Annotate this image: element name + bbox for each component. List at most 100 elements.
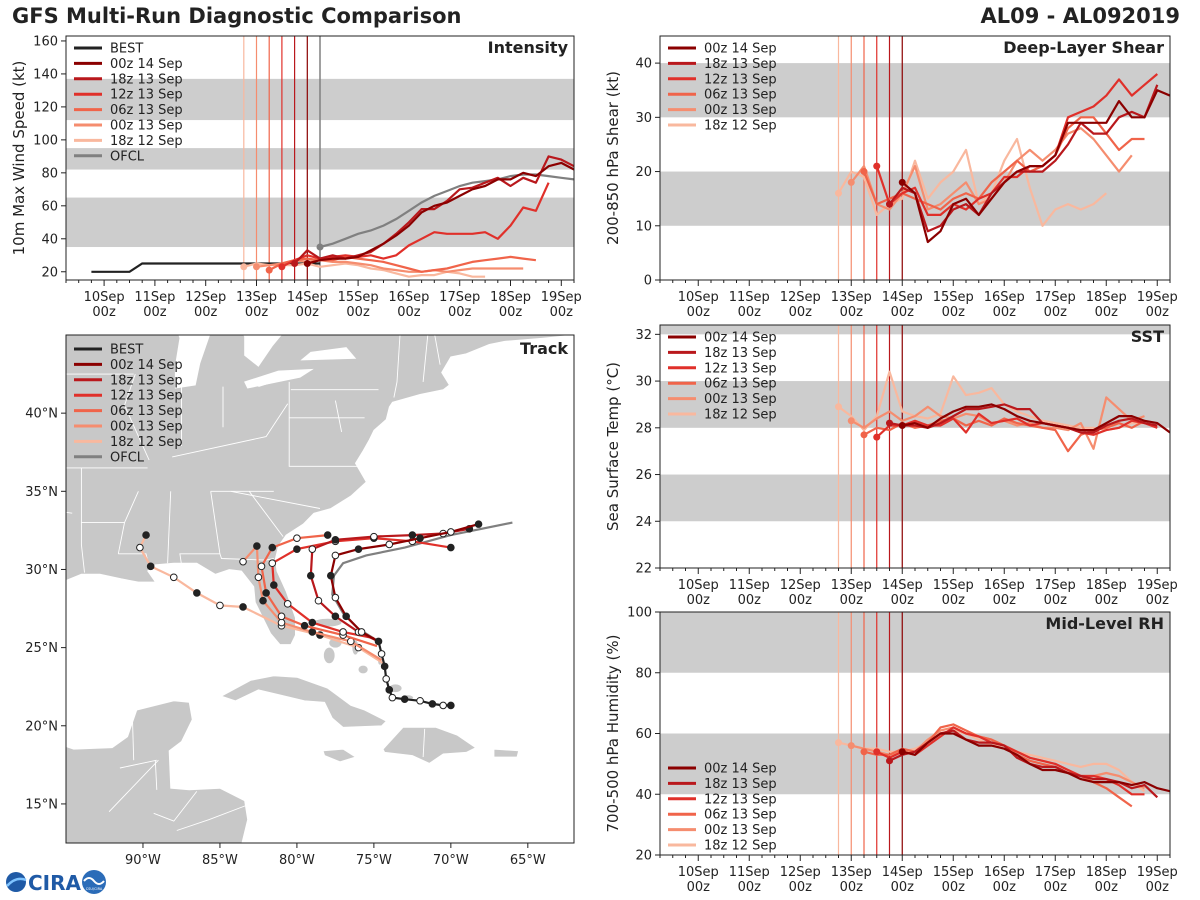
shear-x-tick-label: 12Sep 00z <box>780 290 821 320</box>
sst-x-tick-label: 11Sep 00z <box>729 578 770 608</box>
sst-x-tick-label-line: 00z <box>1146 593 1170 608</box>
rh-legend-label: 12z 13 Sep <box>704 792 777 807</box>
rh-y-axis-label: 700-500 hPa Humidity (%) <box>604 634 622 832</box>
sst-y-tick-label: 30 <box>635 375 652 390</box>
track-point <box>314 596 323 605</box>
shear-legend-label: 18z 13 Sep <box>704 57 777 72</box>
shear-series-start-point <box>898 178 906 186</box>
intensity-legend-label: 00z 14 Sep <box>110 57 183 72</box>
shear-x-tick-label-line: 00z <box>1044 305 1068 320</box>
sst-x-tick-label-line: 12Sep <box>780 578 821 593</box>
track-point <box>268 559 277 568</box>
shear-y-tick-label: 40 <box>635 57 652 72</box>
intensity-y-axis-label: 10m Max Wind Speed (kt) <box>10 61 28 256</box>
rh-y-tick-label: 60 <box>635 727 652 742</box>
sst-x-tick-label-line: 00z <box>738 593 762 608</box>
rh-panel-title: Mid-Level RH <box>1045 614 1164 633</box>
state-border-line <box>434 335 441 365</box>
sst-series-start-point <box>886 419 893 427</box>
shear-x-tick-label-line: 10Sep <box>678 290 719 305</box>
track-series-line <box>242 543 383 662</box>
shear-series-line <box>837 137 1108 227</box>
rh-x-tick-label-line: 00z <box>789 880 813 895</box>
shear-x-tick-label: 17Sep 00z <box>1035 290 1076 320</box>
track-best-point <box>377 650 386 658</box>
sst-series-line <box>889 403 1158 434</box>
shear-x-tick-label: 15Sep 00z <box>933 290 974 320</box>
logo-globe-icon <box>6 872 26 892</box>
rh-series-start-point <box>873 748 881 756</box>
track-point <box>136 543 144 552</box>
shear-x-tick-label-line: 13Sep <box>831 290 872 305</box>
intensity-y-tick-label: 160 <box>33 34 58 49</box>
track-point <box>216 601 224 610</box>
rh-x-tick-label: 17Sep 00z <box>1035 865 1076 895</box>
intensity-x-tick-label: 12Sep 00z <box>185 290 226 320</box>
intensity-x-tick-label: 13Sep 00z <box>236 290 277 320</box>
track-legend-label: OFCL <box>110 450 145 465</box>
track-point <box>146 562 155 571</box>
intensity-x-tick-label: 14Sep 00z <box>287 290 328 320</box>
logo-wave-icon <box>83 877 105 885</box>
sst-shade-band <box>660 474 1170 522</box>
shear-shade-band <box>660 63 1170 118</box>
intensity-x-tick-label-line: 14Sep <box>287 290 328 305</box>
sst-x-tick-label: 12Sep 00z <box>780 578 821 608</box>
lake-michigan <box>174 335 211 389</box>
intensity-y-tick-label: 80 <box>41 166 58 181</box>
intensity-x-tick-label-line: 19Sep <box>541 290 582 305</box>
sst-series-start-point <box>847 417 855 425</box>
shear-x-tick-label: 14Sep 00z <box>882 290 923 320</box>
shear-legend-label: 00z 14 Sep <box>704 42 777 57</box>
rh-series-start-point <box>898 748 906 756</box>
rh-x-tick-label-line: 00z <box>1146 880 1170 895</box>
puerto-rico-land <box>493 748 520 758</box>
rh-x-tick-label-line: 00z <box>840 880 864 895</box>
lake-erie <box>244 368 314 389</box>
sst-x-tick-label-line: 00z <box>993 593 1017 608</box>
logo-swoosh-icon <box>6 877 27 887</box>
sst-x-tick-label-line: 00z <box>942 593 966 608</box>
track-map-group <box>66 335 574 843</box>
track-best-point <box>388 693 397 702</box>
track-y-tick-label: 35°N <box>25 485 58 500</box>
lake-ontario <box>300 347 357 361</box>
shear-series-group <box>835 73 1170 244</box>
rh-x-tick-label-line: 00z <box>942 880 966 895</box>
sst-x-tick-label: 19Sep 00z <box>1137 578 1178 608</box>
intensity-x-tick-label-line: 13Sep <box>236 290 277 305</box>
intensity-series-group <box>91 155 574 278</box>
state-border-line <box>210 491 274 561</box>
central-america-border <box>108 759 159 813</box>
sst-legend-label: 00z 14 Sep <box>704 331 777 346</box>
intensity-legend-label: 06z 13 Sep <box>110 103 183 118</box>
track-point <box>253 542 261 550</box>
state-border-line <box>422 335 429 382</box>
sst-series-group <box>835 370 1170 453</box>
jamaica-land <box>322 748 357 763</box>
track-point <box>331 551 340 560</box>
intensity-x-tick-label-line: 00z <box>346 305 370 320</box>
track-axes-frame <box>65 334 575 844</box>
track-y-tick-label: 20°N <box>25 719 58 734</box>
intensity-x-tick-label-line: 00z <box>397 305 421 320</box>
sst-legend-label: 06z 13 Sep <box>704 377 777 392</box>
intensity-x-tick-label-line: 00z <box>296 305 320 320</box>
sst-x-tick-label-line: 00z <box>840 593 864 608</box>
shear-x-tick-label-line: 16Sep <box>984 290 1025 305</box>
rh-series-start-point <box>847 742 855 750</box>
sst-series-line <box>837 370 1145 432</box>
cuba-land <box>220 675 387 728</box>
track-y-tick-label: 25°N <box>25 641 58 656</box>
intensity-series-start-point <box>253 263 260 271</box>
sst-legend-label: 18z 13 Sep <box>704 346 777 361</box>
track-panel-title: Track <box>520 339 568 358</box>
intensity-y-tick-label: 140 <box>33 67 58 82</box>
track-point <box>268 543 277 552</box>
state-border-line <box>80 522 85 573</box>
sst-x-tick-label-line: 16Sep <box>984 578 1025 593</box>
central-america-border <box>176 805 247 831</box>
sst-plot-bg <box>660 325 1170 568</box>
